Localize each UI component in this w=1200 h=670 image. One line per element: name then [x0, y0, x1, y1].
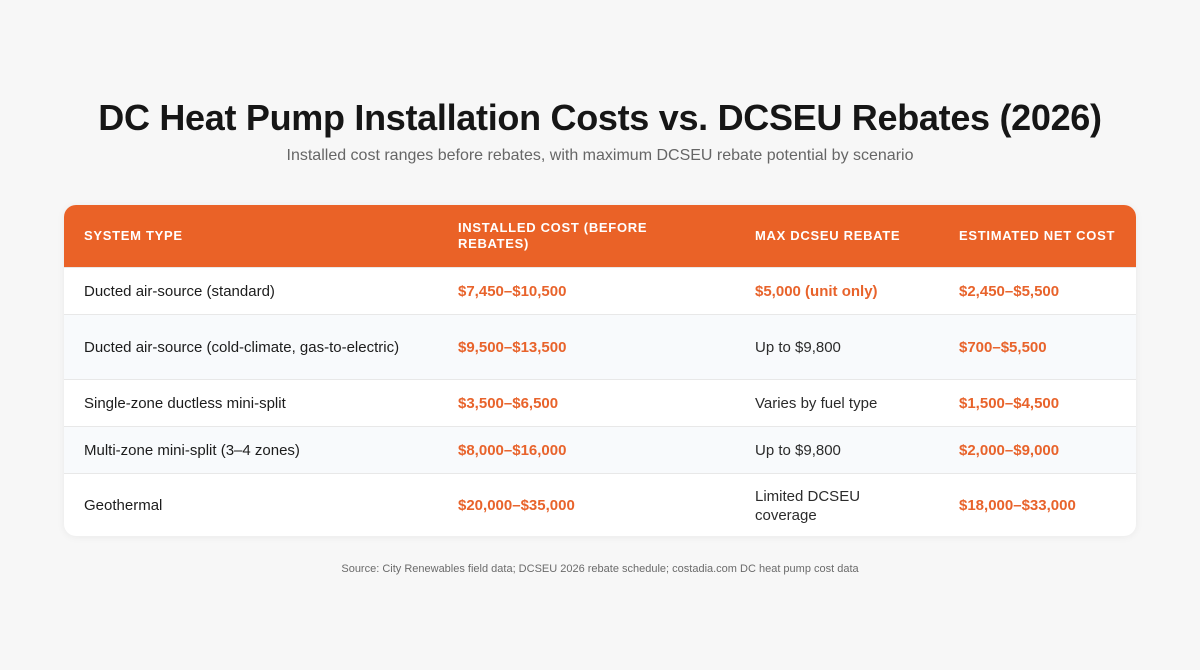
net-cost-cell: $1,500–$4,500: [939, 379, 1136, 427]
table-row: Multi-zone mini-split (3–4 zones) $8,000…: [64, 426, 1136, 474]
cost-table: SYSTEM TYPE INSTALLED COST (BEFORE REBAT…: [64, 205, 1136, 536]
installed-cost-cell: $8,000–$16,000: [438, 426, 735, 474]
installed-cost-cell: $3,500–$6,500: [438, 379, 735, 427]
table-row: Single-zone ductless mini-split $3,500–$…: [64, 379, 1136, 427]
source-note: Source: City Renewables field data; DCSE…: [341, 563, 859, 575]
installed-cost-cell: $7,450–$10,500: [438, 267, 735, 315]
table-row: Ducted air-source (cold-climate, gas-to-…: [64, 314, 1136, 380]
system-type-cell: Ducted air-source (cold-climate, gas-to-…: [64, 314, 438, 380]
header-row: SYSTEM TYPE INSTALLED COST (BEFORE REBAT…: [64, 205, 1136, 268]
net-cost-cell: $700–$5,500: [939, 314, 1136, 380]
table-header: SYSTEM TYPE INSTALLED COST (BEFORE REBAT…: [64, 205, 1136, 268]
net-cost-cell: $2,000–$9,000: [939, 426, 1136, 474]
table-body: Ducted air-source (standard) $7,450–$10,…: [64, 267, 1136, 536]
cost-table-card: SYSTEM TYPE INSTALLED COST (BEFORE REBAT…: [64, 205, 1136, 536]
header-max-rebate: MAX DCSEU REBATE: [755, 228, 901, 243]
max-rebate-cell: Varies by fuel type: [735, 379, 939, 427]
installed-cost-cell: $20,000–$35,000: [438, 473, 735, 536]
table-row: Geothermal $20,000–$35,000 Limited DCSEU…: [64, 473, 1136, 536]
header-installed-cost: INSTALLED COST (BEFORE REBATES): [458, 220, 648, 251]
table-row: Ducted air-source (standard) $7,450–$10,…: [64, 267, 1136, 315]
system-type-cell: Single-zone ductless mini-split: [64, 379, 438, 427]
header-net-cost: ESTIMATED NET COST: [959, 228, 1116, 243]
system-type-cell: Ducted air-source (standard): [64, 267, 438, 315]
max-rebate-cell: Limited DCSEU coverage: [735, 473, 939, 536]
header-system-type: SYSTEM TYPE: [84, 228, 183, 243]
net-cost-cell: $2,450–$5,500: [939, 267, 1136, 315]
system-type-cell: Multi-zone mini-split (3–4 zones): [64, 426, 438, 474]
page-subtitle: Installed cost ranges before rebates, wi…: [286, 147, 914, 164]
net-cost-cell: $18,000–$33,000: [939, 473, 1136, 536]
installed-cost-cell: $9,500–$13,500: [438, 314, 735, 380]
max-rebate-cell: $5,000 (unit only): [735, 267, 939, 315]
system-type-cell: Geothermal: [64, 473, 438, 536]
max-rebate-cell: Up to $9,800: [735, 426, 939, 474]
max-rebate-cell: Up to $9,800: [735, 314, 939, 380]
page-title: DC Heat Pump Installation Costs vs. DCSE…: [98, 97, 1102, 138]
